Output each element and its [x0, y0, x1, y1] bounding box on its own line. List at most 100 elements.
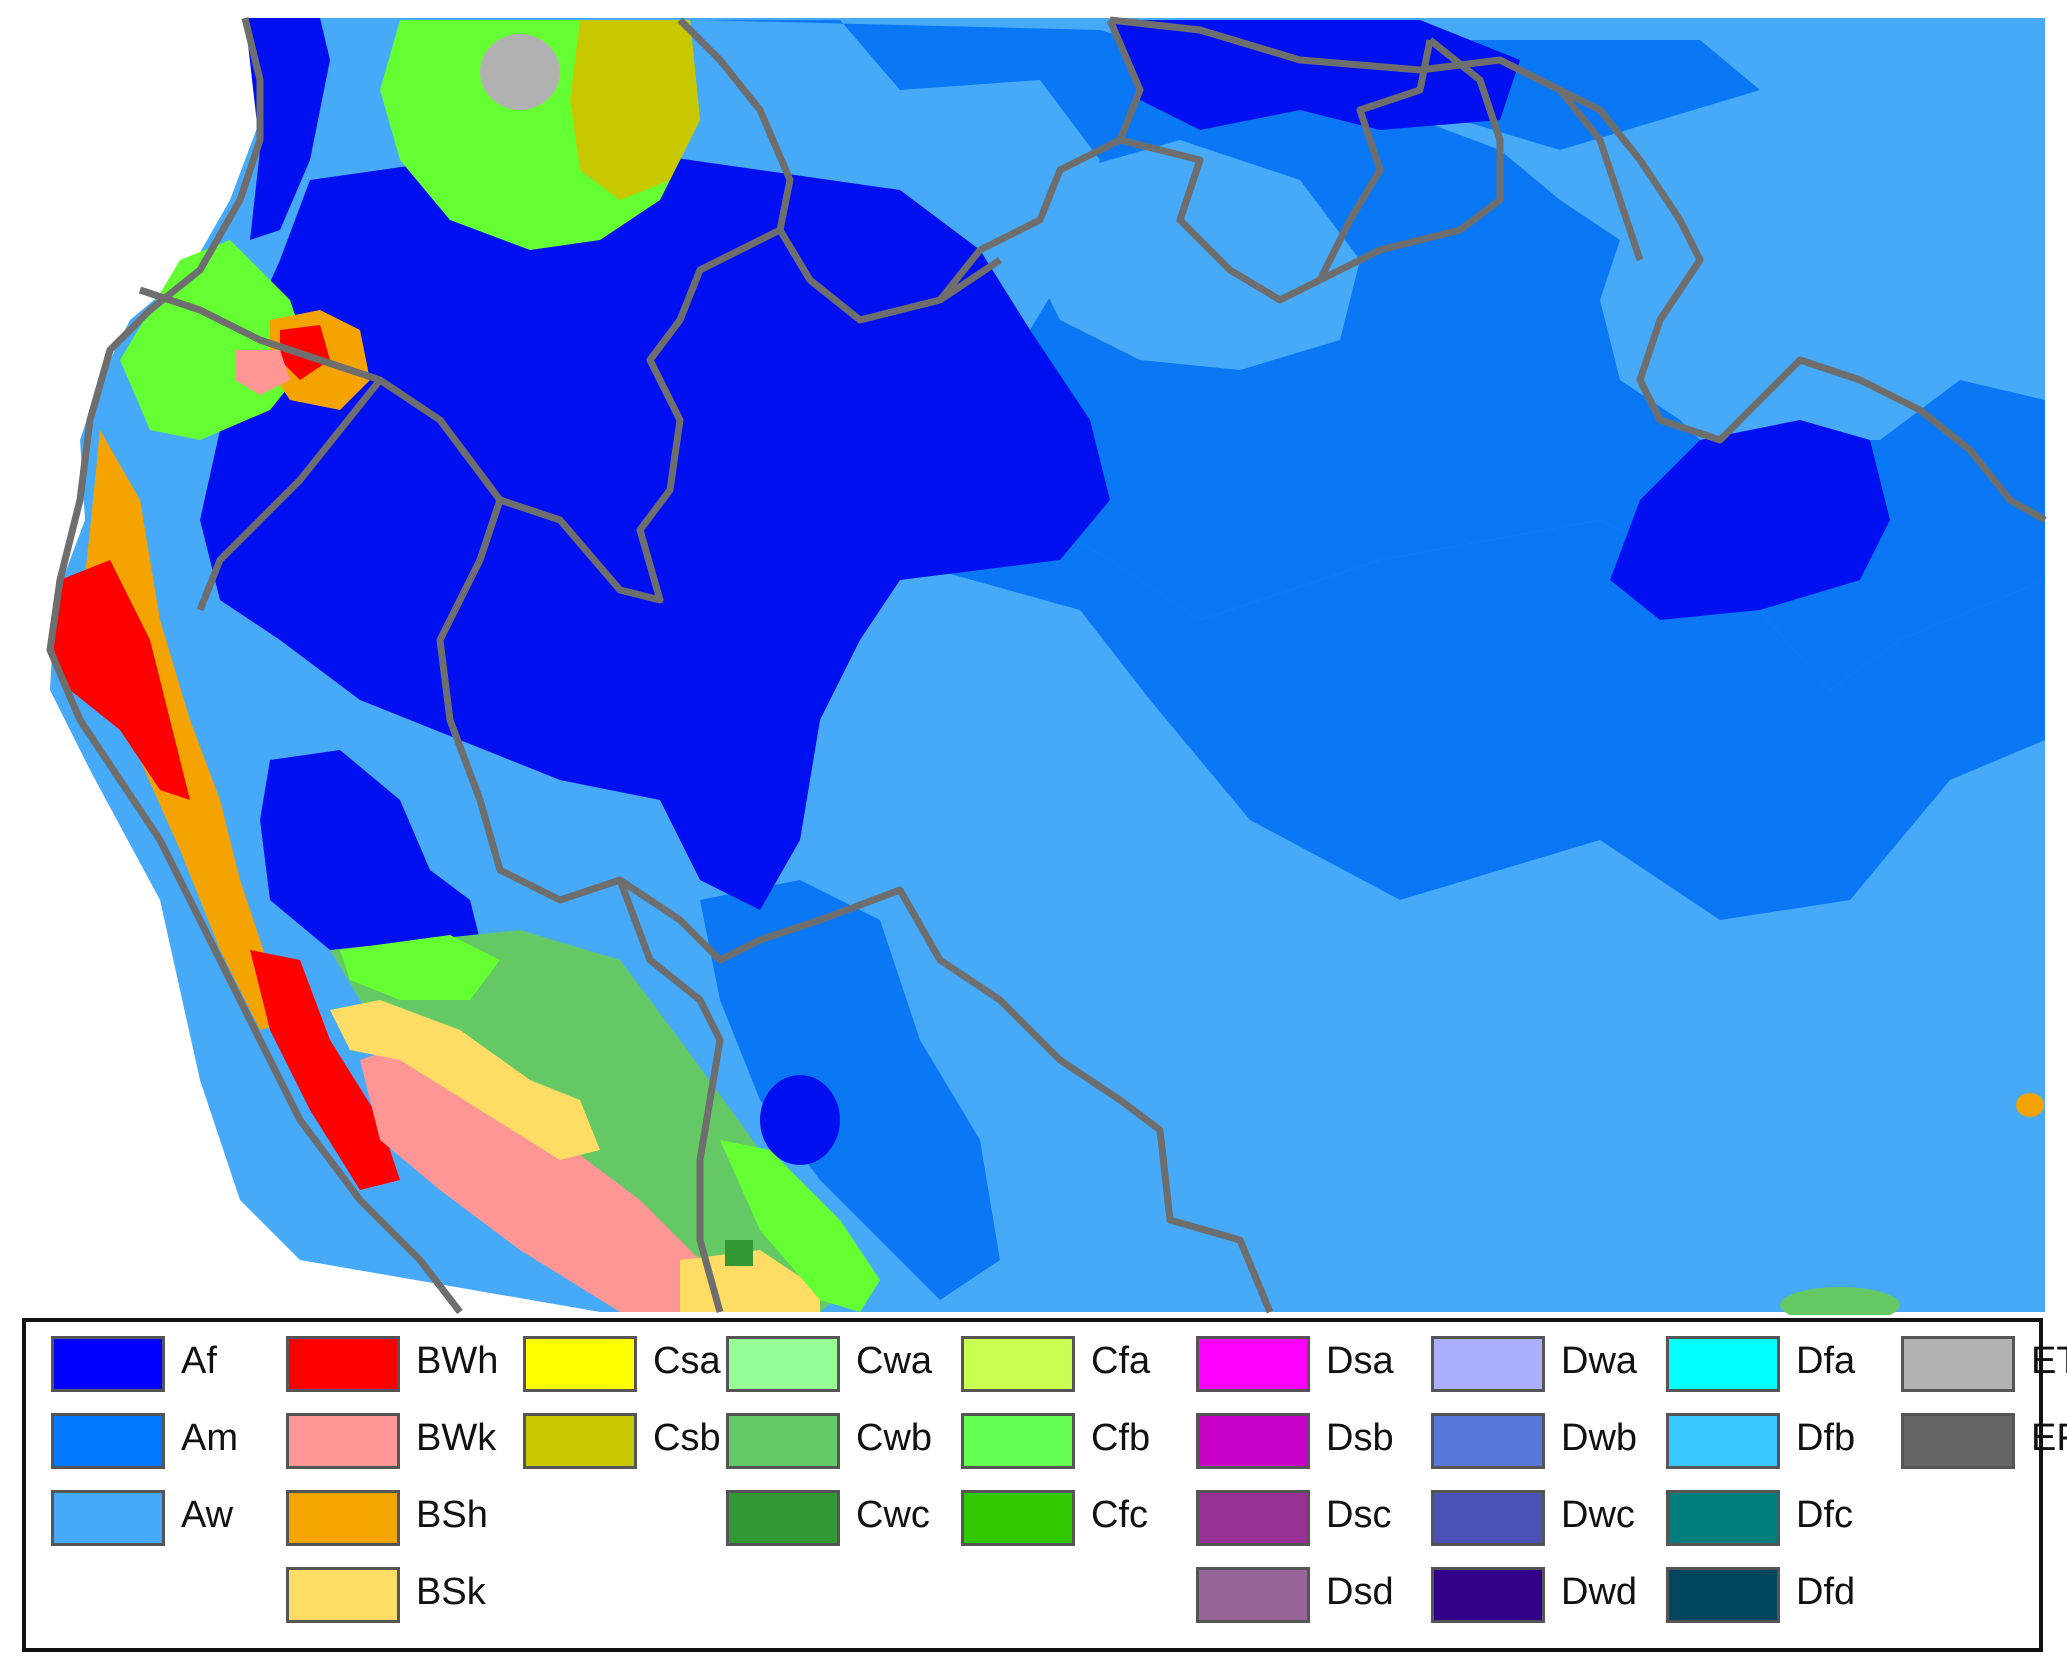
legend-item-dsb: Dsb	[1196, 1413, 1426, 1473]
legend-label-dwc: Dwc	[1561, 1494, 1635, 1536]
legend-item-aw: Aw	[51, 1490, 281, 1550]
legend-swatch-dfc	[1666, 1490, 1780, 1546]
legend-label-dsc: Dsc	[1326, 1494, 1392, 1536]
zone-bsh-east-spot	[2016, 1093, 2044, 1117]
legend-label-dwa: Dwa	[1561, 1340, 1638, 1382]
legend-label-dwb: Dwb	[1561, 1417, 1638, 1459]
legend-swatch-af	[51, 1336, 165, 1392]
legend-swatch-bwk	[286, 1413, 400, 1469]
legend-label-bsk: BSk	[416, 1571, 486, 1613]
legend-label-ef: EF	[2031, 1417, 2067, 1459]
legend-item-bwk: BWk	[286, 1413, 516, 1473]
legend-label-am: Am	[181, 1417, 238, 1459]
legend-item-dwa: Dwa	[1431, 1336, 1661, 1396]
border-guyana-suriname	[1316, 39, 1434, 282]
legend-item-cfa: Cfa	[961, 1336, 1191, 1396]
legend-swatch-dsb	[1196, 1413, 1310, 1469]
zone-am-south	[700, 880, 1000, 1300]
legend-label-dfd: Dfd	[1796, 1571, 1856, 1613]
legend-swatch-dfb	[1666, 1413, 1780, 1469]
legend: Af Am Aw BWh BWk BSh BSk Csa Csb Cwa Cwb Cwc Cfa Cfb C…	[22, 1318, 2067, 1652]
border-peru-ecuador	[196, 377, 383, 612]
border-bolivia-brazil	[818, 886, 1274, 1314]
border-peru-brazil	[436, 498, 822, 964]
legend-label-csa: Csa	[653, 1340, 721, 1382]
legend-item-cfc: Cfc	[961, 1490, 1191, 1550]
legend-item-ef: EF	[1901, 1413, 2067, 1473]
zone-bsk-andes	[330, 1000, 600, 1160]
legend-swatch-aw	[51, 1490, 165, 1546]
country-borders	[46, 16, 2047, 1315]
legend-item-dfa: Dfa	[1666, 1336, 1896, 1396]
legend-label-dwd: Dwd	[1561, 1571, 1638, 1613]
zone-bwh-peru-coast	[50, 560, 190, 800]
legend-label-dsb: Dsb	[1326, 1417, 1394, 1459]
legend-swatch-dwc	[1431, 1490, 1545, 1546]
zone-cfb-andes	[340, 935, 500, 1000]
zone-et-colombia	[480, 34, 560, 110]
zone-af-main	[200, 150, 1110, 910]
legend-swatch-bwh	[286, 1336, 400, 1392]
coastline-west	[46, 17, 463, 1315]
legend-swatch-cwb	[726, 1413, 840, 1469]
zone-cwb-andes	[330, 930, 860, 1312]
legend-swatch-dfa	[1666, 1336, 1780, 1392]
legend-swatch-dwa	[1431, 1336, 1545, 1392]
legend-label-dsd: Dsd	[1326, 1571, 1394, 1613]
zone-bwk-ecuador	[235, 350, 290, 395]
border-venezuela-brazil	[937, 136, 1122, 303]
legend-item-cwc: Cwc	[726, 1490, 956, 1550]
legend-item-dsc: Dsc	[1196, 1490, 1426, 1550]
legend-item-dsa: Dsa	[1196, 1336, 1426, 1396]
legend-swatch-csa	[523, 1336, 637, 1392]
legend-swatch-cfb	[961, 1413, 1075, 1469]
zone-cwc-spot	[725, 1240, 753, 1266]
zone-bsh-peru-coast	[80, 430, 300, 1030]
legend-swatch-cwa	[726, 1336, 840, 1392]
legend-label-cwc: Cwc	[856, 1494, 930, 1536]
legend-item-dsd: Dsd	[1196, 1567, 1426, 1627]
zone-af-para	[1610, 420, 1890, 620]
legend-swatch-am	[51, 1413, 165, 1469]
legend-swatch-cfa	[961, 1336, 1075, 1392]
legend-item-bsh: BSh	[286, 1490, 516, 1550]
zone-af-north	[245, 18, 330, 240]
legend-item-am: Am	[51, 1413, 281, 1473]
legend-item-et: ET	[1901, 1336, 2067, 1396]
legend-swatch-bsh	[286, 1490, 400, 1546]
zone-aw-north-coast	[1600, 230, 1750, 420]
border-venezuela-guyana	[1106, 18, 1322, 304]
legend-swatch-dsd	[1196, 1567, 1310, 1623]
zone-aw-guiana	[1030, 140, 1360, 370]
legend-label-dfa: Dfa	[1796, 1340, 1856, 1382]
zone-bwk-andes	[360, 1040, 700, 1312]
legend-item-dwb: Dwb	[1431, 1413, 1661, 1473]
legend-item-cwa: Cwa	[726, 1336, 956, 1396]
legend-swatch-cwc	[726, 1490, 840, 1546]
map-canvas	[46, 16, 2047, 1315]
legend-swatch-et	[1901, 1336, 2015, 1392]
border-suriname-guiana	[1318, 37, 1504, 284]
legend-item-dwc: Dwc	[1431, 1490, 1661, 1550]
legend-label-bwh: BWh	[416, 1340, 499, 1382]
legend-swatch-bsk	[286, 1567, 400, 1623]
legend-label-dfc: Dfc	[1796, 1494, 1853, 1536]
legend-swatch-dsa	[1196, 1336, 1310, 1392]
legend-swatch-ef	[1901, 1413, 2015, 1469]
legend-item-cfb: Cfb	[961, 1413, 1191, 1473]
border-colombia-brazil	[498, 226, 782, 604]
legend-item-dfd: Dfd	[1666, 1567, 1896, 1627]
coastline-north	[1109, 16, 2047, 524]
legend-item-csa: Csa	[523, 1336, 753, 1396]
legend-item-cwb: Cwb	[726, 1413, 956, 1473]
zone-csb-colombia	[570, 20, 700, 200]
zone-bwh-peru-south	[250, 950, 400, 1190]
zone-cfb-yungas	[720, 1140, 880, 1312]
legend-swatch-dfd	[1666, 1567, 1780, 1623]
legend-label-dfb: Dfb	[1796, 1417, 1856, 1459]
legend-label-csb: Csb	[653, 1417, 721, 1459]
legend-item-dfc: Dfc	[1666, 1490, 1896, 1550]
legend-label-cwa: Cwa	[856, 1340, 933, 1382]
legend-item-af: Af	[51, 1336, 281, 1396]
zone-af-guiana	[1110, 20, 1520, 130]
